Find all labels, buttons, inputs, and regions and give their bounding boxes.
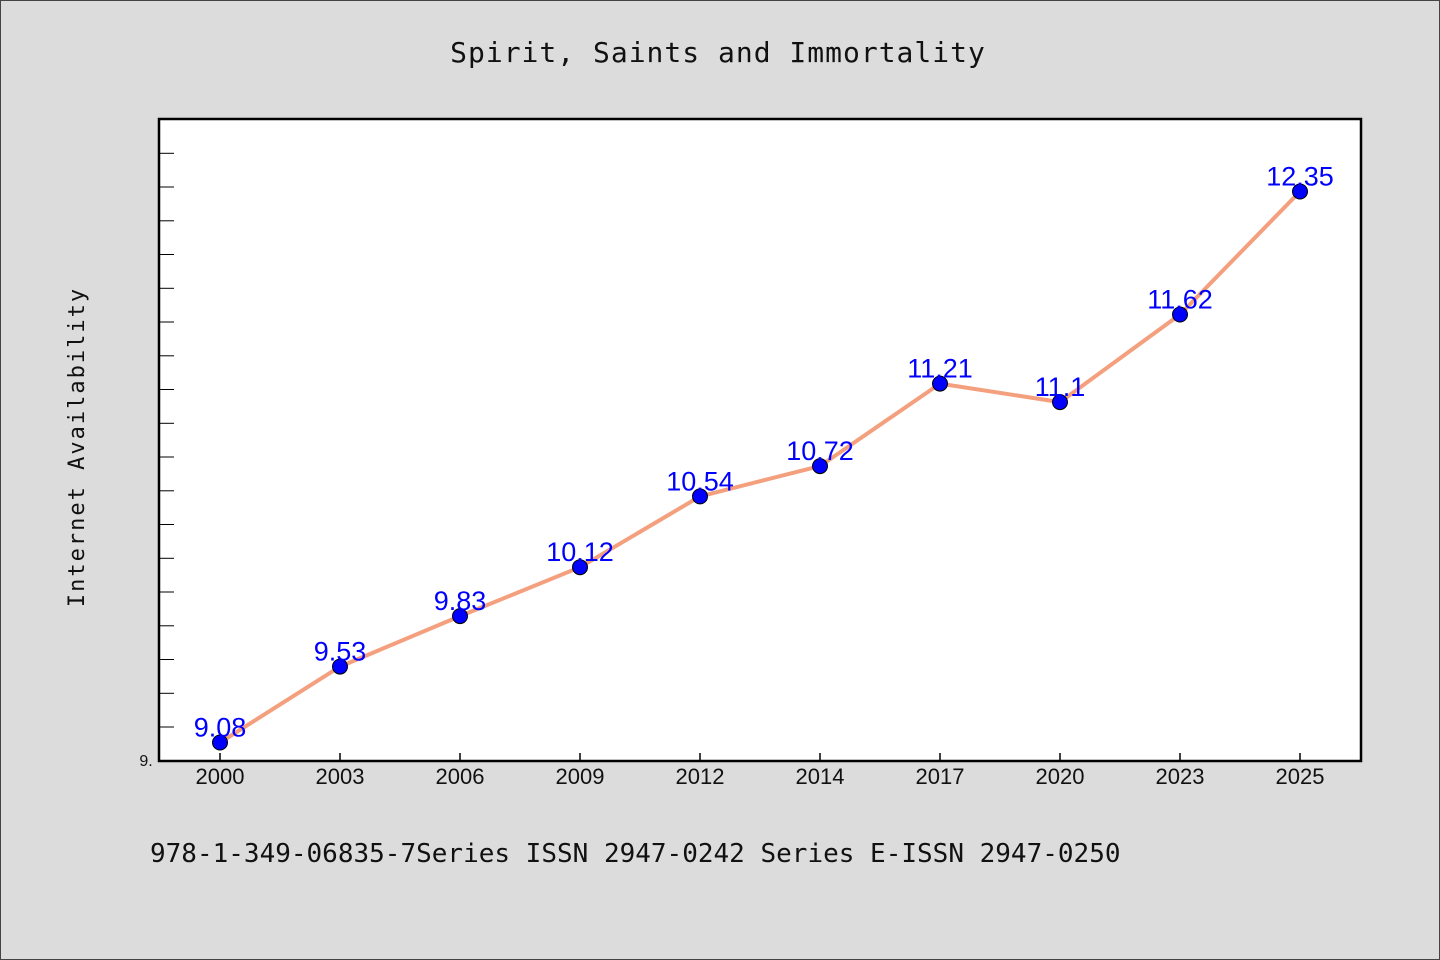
plot-area bbox=[157, 117, 1363, 763]
x-tick-label: 2023 bbox=[1156, 764, 1205, 789]
x-tick-label: 2009 bbox=[556, 764, 605, 789]
series-layer: 9.08 9.53 9.83 10.12 10.54 10.72 11.21 11.1 11.6… bbox=[194, 162, 1334, 751]
data-point bbox=[572, 559, 588, 576]
data-label: 10.54 bbox=[666, 466, 734, 496]
series-line bbox=[218, 190, 1302, 745]
data-label: 9.53 bbox=[314, 637, 367, 667]
x-tick-label: 2000 bbox=[196, 764, 245, 789]
x-tick-label: 2020 bbox=[1036, 764, 1085, 789]
x-tick-label: 2012 bbox=[676, 764, 725, 789]
x-tick-label: 2006 bbox=[436, 764, 485, 789]
data-label: 11.62 bbox=[1147, 285, 1213, 315]
x-tick-label: 2003 bbox=[316, 764, 365, 789]
x-axis-ticks: 2000 2003 2006 2009 2012 2014 2017 2020 2023 2025 bbox=[196, 753, 1325, 789]
data-point bbox=[332, 658, 348, 675]
x-tick-label: 2025 bbox=[1276, 764, 1325, 789]
data-label: 9.08 bbox=[194, 713, 247, 743]
x-tick-label: 2014 bbox=[796, 764, 845, 789]
data-label: 9.83 bbox=[434, 586, 487, 616]
y-tick-label: 9. bbox=[139, 753, 152, 770]
chart-title: Spirit, Saints and Immortality bbox=[450, 36, 986, 69]
data-point bbox=[1172, 306, 1188, 323]
data-label: 12.35 bbox=[1266, 162, 1334, 192]
data-point bbox=[932, 375, 948, 392]
data-label: 10.12 bbox=[546, 537, 614, 567]
x-tick-label: 2017 bbox=[916, 764, 965, 789]
data-label: 10.72 bbox=[786, 436, 854, 466]
data-point bbox=[812, 458, 828, 475]
data-point bbox=[692, 488, 708, 505]
y-axis-ticks bbox=[159, 119, 174, 728]
data-point bbox=[452, 608, 468, 625]
data-label: 11.21 bbox=[907, 354, 973, 384]
y-axis-label: Internet Availability bbox=[65, 287, 90, 607]
data-point bbox=[1052, 394, 1068, 411]
data-point bbox=[1292, 183, 1308, 200]
data-label: 11.1 bbox=[1035, 372, 1086, 402]
caption: 978-1-349-06835-7Series ISSN 2947-0242 S… bbox=[150, 839, 1121, 869]
data-point bbox=[212, 734, 228, 751]
